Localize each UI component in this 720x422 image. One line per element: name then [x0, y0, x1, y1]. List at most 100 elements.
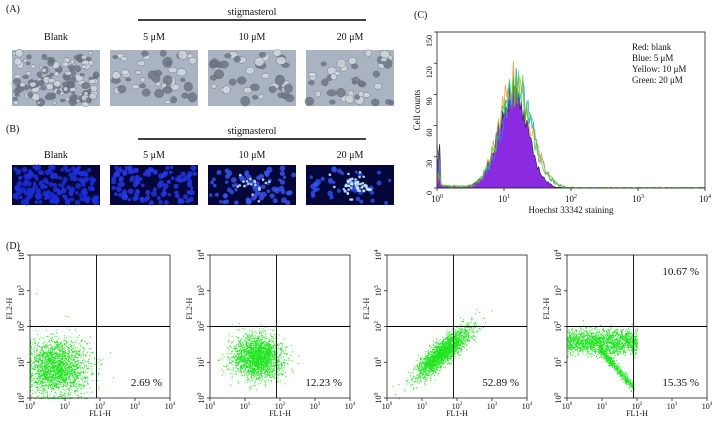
x-tick-label-exp: 4 — [530, 402, 533, 407]
cell — [334, 70, 341, 76]
bright-nucleus — [268, 180, 271, 184]
y-tick-label-base: 10 — [197, 288, 206, 296]
nucleus — [37, 169, 44, 176]
nucleus — [119, 181, 125, 187]
x-tick-label: 103 — [632, 194, 644, 204]
nucleus — [24, 200, 30, 206]
x-tick-label-base: 10 — [431, 194, 441, 204]
cell — [210, 83, 217, 89]
nucleus — [182, 194, 189, 200]
micrograph — [110, 165, 198, 206]
x-tick-label: 102 — [275, 402, 286, 411]
nucleus — [115, 186, 122, 192]
cell — [135, 70, 142, 75]
nucleus — [21, 166, 28, 173]
y-tick-label: 90 — [425, 97, 434, 105]
x-tick-label-exp: 2 — [103, 402, 106, 407]
bright-nucleus — [236, 185, 240, 188]
cell — [56, 89, 62, 95]
nucleus — [35, 164, 42, 170]
bright-nucleus — [350, 186, 353, 190]
cell — [78, 92, 83, 97]
nucleus — [257, 191, 262, 197]
nucleus — [287, 190, 293, 196]
nucleus — [234, 187, 238, 192]
nucleus — [156, 196, 161, 201]
group-label: stigmasterol — [228, 7, 277, 18]
bright-nucleus — [354, 184, 358, 188]
y-tick-label-base: 10 — [17, 360, 26, 368]
x-tick-label: 101 — [60, 402, 71, 411]
nucleus — [133, 182, 138, 188]
y-tick-label: 104 — [554, 250, 563, 261]
nucleus — [377, 170, 382, 175]
panel-label: (D) — [6, 241, 20, 252]
y-tick-label-group: 100 — [17, 393, 26, 404]
bright-nucleus — [358, 175, 361, 179]
bright-nucleus — [350, 177, 354, 181]
cell — [112, 55, 119, 59]
nucleus — [76, 170, 82, 176]
nucleus — [17, 176, 23, 181]
y-tick-label: 100 — [554, 393, 563, 404]
x-tick-label-exp: 3 — [641, 194, 644, 200]
cell — [321, 78, 329, 87]
cell — [162, 75, 173, 86]
nucleus — [62, 177, 68, 183]
y-tick-label: 102 — [374, 321, 383, 332]
cell — [22, 74, 29, 79]
x-tick-label-exp: 0 — [213, 402, 216, 407]
nucleus — [309, 175, 313, 179]
nucleus — [187, 178, 193, 184]
nucleus — [190, 165, 197, 171]
cell — [380, 57, 388, 62]
cell — [53, 80, 61, 88]
cell — [48, 78, 56, 84]
nucleus — [49, 191, 55, 198]
nucleus — [49, 198, 55, 204]
y-axis-label: FL2-H — [542, 298, 551, 320]
x-tick-label: 103 — [487, 402, 498, 411]
x-axis-label: Hoechst 33342 staining — [529, 205, 614, 215]
nucleus — [77, 177, 83, 183]
x-tick-label-base: 10 — [565, 194, 575, 204]
cell — [336, 58, 346, 68]
panel-label: (A) — [6, 4, 20, 15]
nucleus — [272, 198, 278, 204]
nucleus — [337, 168, 342, 174]
nucleus — [285, 200, 291, 206]
cell — [240, 96, 250, 107]
cell — [25, 71, 32, 76]
bright-nucleus — [346, 179, 350, 183]
nucleus — [48, 181, 54, 187]
cell — [181, 92, 189, 99]
bright-nucleus — [257, 199, 261, 203]
nucleus — [79, 197, 84, 202]
nucleus — [27, 193, 34, 199]
cell — [117, 85, 127, 94]
nucleus — [25, 173, 31, 179]
y-tick-label-exp: 4 — [197, 250, 203, 253]
histogram-line — [436, 70, 706, 189]
bright-nucleus — [242, 180, 245, 183]
cell — [63, 75, 71, 81]
cell — [88, 79, 96, 85]
x-tick-label-exp: 0 — [33, 402, 36, 407]
cell — [64, 70, 72, 76]
cell — [326, 89, 337, 97]
y-tick-label-group: 100 — [197, 393, 206, 404]
bright-nucleus — [261, 178, 265, 182]
legend-entry: Blue: 5 μM — [632, 53, 673, 63]
nucleus — [117, 192, 123, 198]
nucleus — [162, 190, 167, 196]
cell — [258, 52, 267, 58]
cell — [272, 49, 282, 57]
x-tick-label-base: 10 — [382, 402, 390, 411]
group-label: stigmasterol — [228, 126, 277, 137]
nucleus — [121, 191, 127, 196]
cell — [170, 96, 177, 104]
nucleus — [177, 197, 182, 202]
scatter-dots — [567, 320, 638, 392]
y-tick-label: 101 — [554, 357, 563, 368]
x-tick-label-base: 10 — [417, 402, 425, 411]
